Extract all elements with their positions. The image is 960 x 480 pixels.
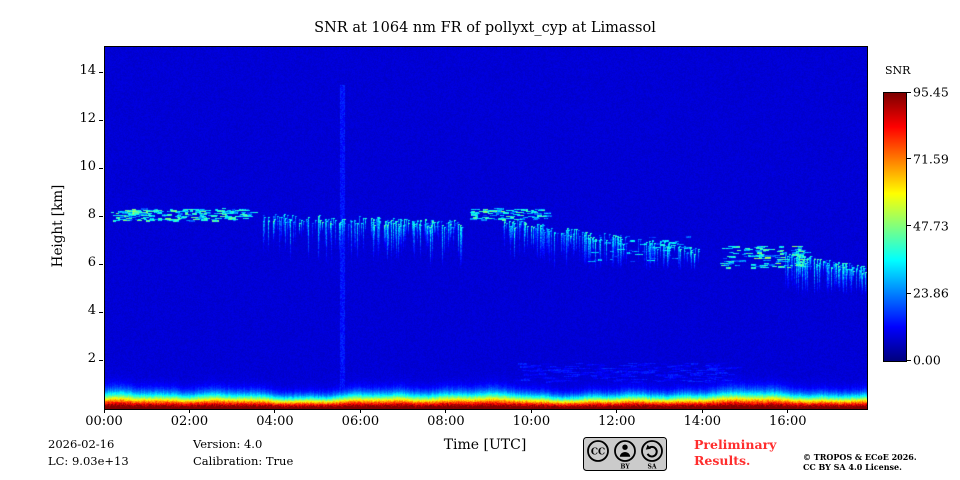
preliminary-line: Results.	[694, 453, 751, 468]
y-tick-mark	[99, 359, 103, 361]
by-icon-head	[622, 444, 628, 450]
x-tick-label: 12:00	[598, 414, 636, 429]
colorbar-canvas	[884, 93, 906, 361]
by-icon-label: BY	[620, 464, 630, 471]
x-tick-mark	[188, 409, 190, 413]
x-tick-label: 00:00	[85, 414, 123, 429]
copyright-note: © TROPOS & ECoE 2026. CC BY SA 4.0 Licen…	[803, 452, 917, 472]
by-icon-body	[619, 452, 631, 457]
footer-date: 2026-02-16	[48, 437, 115, 451]
x-tick-mark	[274, 409, 276, 413]
x-tick-mark	[616, 409, 618, 413]
footer-calibration: Calibration: True	[193, 454, 294, 468]
y-tick-label: 6	[87, 255, 96, 271]
preliminary-note: Preliminary Results.	[694, 437, 776, 469]
plot-area	[104, 46, 868, 410]
x-tick-label: 08:00	[427, 414, 465, 429]
x-tick-mark	[359, 409, 361, 413]
y-tick-label: 10	[79, 159, 96, 175]
x-tick-label: 10:00	[512, 414, 551, 429]
y-tick-label: 8	[87, 207, 96, 223]
y-tick-label: 12	[79, 111, 96, 127]
x-axis-label: Time [UTC]	[443, 437, 527, 453]
x-tick-mark	[530, 409, 532, 413]
colorbar-tick-mark	[907, 91, 911, 93]
x-tick-label: 02:00	[170, 414, 209, 429]
plot-title: SNR at 1064 nm FR of pollyxt_cyp at Lima…	[314, 20, 656, 36]
y-tick-mark	[99, 215, 103, 217]
y-tick-mark	[99, 167, 103, 169]
y-tick-mark	[99, 119, 103, 121]
colorbar-tick-mark	[907, 225, 911, 227]
colorbar-tick-label: 0.00	[913, 352, 941, 368]
x-tick-label: 14:00	[683, 414, 722, 429]
sa-icon-label: SA	[648, 464, 657, 471]
x-tick-mark	[701, 409, 703, 413]
x-tick-mark	[445, 409, 447, 413]
y-tick-mark	[99, 263, 103, 265]
cc-icon-label: CC	[591, 448, 605, 458]
y-tick-label: 4	[87, 303, 96, 319]
copyright-line: © TROPOS & ECoE 2026.	[803, 452, 917, 462]
colorbar-tick-mark	[907, 359, 911, 361]
by-icon	[614, 440, 636, 462]
heatmap-canvas	[105, 47, 867, 409]
colorbar-tick-mark	[907, 292, 911, 294]
colorbar-tick-label: 71.59	[913, 151, 949, 167]
x-tick-mark	[103, 409, 105, 413]
y-tick-label: 2	[87, 351, 96, 367]
sa-icon-arrow	[646, 445, 658, 458]
colorbar-label: SNR	[885, 64, 911, 77]
colorbar	[883, 92, 907, 362]
colorbar-tick-label: 23.86	[913, 285, 949, 301]
colorbar-tick-label: 95.45	[913, 84, 949, 100]
sa-icon-arrowhead	[645, 444, 651, 450]
sa-icon	[641, 440, 663, 462]
colorbar-tick-mark	[907, 158, 911, 160]
footer-version: Version: 4.0	[193, 437, 263, 451]
cc-icon	[587, 440, 609, 462]
x-tick-label: 16:00	[769, 414, 807, 429]
x-tick-mark	[787, 409, 789, 413]
y-tick-label: 14	[79, 63, 96, 79]
x-tick-label: 06:00	[341, 414, 380, 429]
x-tick-label: 04:00	[256, 414, 294, 429]
preliminary-line: Preliminary	[694, 437, 777, 452]
y-tick-mark	[99, 71, 103, 73]
colorbar-tick-label: 47.73	[913, 218, 949, 234]
cc-license-badge: CC BY SA	[583, 437, 667, 475]
copyright-line: CC BY SA 4.0 License.	[803, 462, 902, 472]
footer-lidar-constant: LC: 9.03e+13	[48, 454, 129, 468]
y-tick-mark	[99, 311, 103, 313]
